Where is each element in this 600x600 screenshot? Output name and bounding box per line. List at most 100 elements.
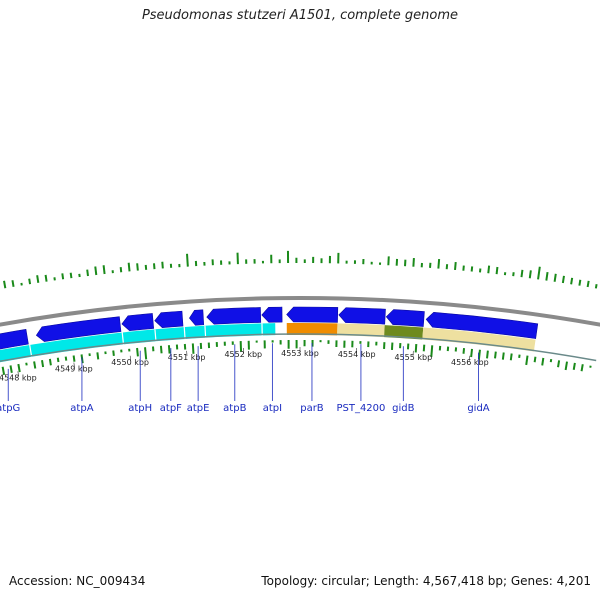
gc-tick [61, 273, 65, 280]
gc-tick [64, 356, 68, 361]
gc-tick [136, 263, 139, 271]
gene-label-atpE[interactable]: atpE [187, 403, 210, 414]
gc-tick [159, 345, 163, 354]
feature-edge [0, 333, 597, 363]
gene-label-PST_4200[interactable]: PST_4200 [336, 403, 385, 414]
feature-track [0, 323, 597, 363]
feature-separator [204, 325, 207, 338]
gene-label-atpH[interactable]: atpH [128, 403, 152, 414]
axis-tick-label: 4551 kbp [168, 353, 206, 362]
gc-tick [86, 269, 89, 277]
gc-tick [494, 351, 497, 359]
axis-tick-label: 4553 kbp [281, 349, 319, 358]
gc-tick [501, 352, 505, 360]
gene-arrow-atpH[interactable] [121, 313, 155, 331]
gene-labels: atpG atpA atpH atpF atpE atpB atpI parB PST_4200… [0, 343, 490, 414]
gc-tick [422, 344, 426, 352]
axis-tick-label: 4549 kbp [55, 365, 93, 374]
gene-arrow-gidB[interactable] [385, 309, 425, 327]
axis-tick-label: 4555 kbp [394, 353, 432, 362]
gene-label-atpI[interactable]: atpI [263, 403, 282, 414]
gc-tick [44, 274, 48, 282]
gc-tick [462, 348, 466, 354]
gc-tick [572, 362, 576, 370]
gene-arrow-atpG[interactable] [0, 328, 29, 351]
gene-label-atpG[interactable]: atpG [0, 403, 20, 414]
axis-tick [129, 355, 131, 361]
gc-tick [486, 350, 489, 359]
gc-tick [17, 363, 21, 373]
gc-tick [454, 262, 457, 271]
gc-tick [28, 278, 32, 285]
gc-tick [580, 364, 584, 372]
feature-separator [121, 332, 125, 345]
genome-title: Pseudomonas stutzeri A1501, complete gen… [141, 8, 459, 23]
gc-tick [96, 352, 100, 360]
gc-tick [9, 365, 13, 374]
gene-arrow-atpB[interactable] [206, 307, 262, 325]
gc-tick [541, 357, 545, 366]
axis-tick-label: 4556 kbp [451, 358, 489, 367]
gc-tick [509, 353, 513, 361]
gc-tick [48, 358, 52, 366]
gene-label-gidB[interactable]: gidB [392, 403, 414, 414]
axis-tick [469, 355, 471, 361]
cds-feature-band [0, 323, 276, 363]
gc-tick [127, 262, 131, 272]
gc-tick [437, 258, 441, 269]
gene-label-parB[interactable]: parB [300, 403, 324, 414]
gc-tick [1, 366, 6, 376]
gc-tick [33, 361, 37, 369]
gc-tick [94, 266, 98, 276]
gc-tick [144, 347, 148, 360]
gene-arrow-PST_4200[interactable] [338, 307, 386, 325]
inner-gc-ticks [1, 340, 592, 376]
gc-tick [553, 273, 557, 282]
gc-tick [533, 356, 537, 363]
gene-arrow-atpA[interactable] [35, 316, 122, 342]
feature-segment-khaki [337, 323, 385, 338]
feature-separator [183, 326, 186, 340]
gene-arrow-gidA[interactable] [425, 311, 539, 339]
axis-tick-label: 4554 kbp [338, 350, 376, 359]
gene-arrow-atpI[interactable] [261, 306, 283, 323]
gc-tick [470, 348, 473, 358]
backbone-arc [0, 296, 600, 327]
gc-tick [119, 267, 123, 273]
feature-segment-orange [286, 323, 338, 336]
gene-track [0, 306, 539, 351]
gc-tick [525, 355, 529, 366]
position-axis: 4548 kbp 4549 kbp 4550 kbp 4551 kbp 4552 kbp… [0, 347, 489, 382]
gene-label-atpF[interactable]: atpF [160, 403, 182, 414]
gc-tick [545, 272, 549, 281]
gc-tick [487, 265, 491, 274]
gc-tick [594, 284, 598, 289]
gene-arrow-atpF[interactable] [154, 310, 184, 328]
gc-tick [470, 266, 474, 272]
gc-tick [191, 343, 195, 354]
axis-tick-label: 4552 kbp [224, 350, 262, 359]
gc-tick [557, 360, 561, 368]
gene-label-atpA[interactable]: atpA [70, 403, 93, 414]
gc-tick [161, 261, 164, 269]
gc-tick [3, 280, 7, 289]
gc-tick [112, 350, 115, 357]
axis-tick [73, 362, 75, 368]
gene-arrow-parB[interactable] [286, 306, 339, 323]
gc-tick [537, 266, 541, 280]
gene-label-gidA[interactable]: gidA [467, 403, 489, 414]
axis-tick-label: 4548 kbp [0, 373, 37, 382]
gene-label-atpB[interactable]: atpB [223, 403, 246, 414]
axis-tick [17, 371, 19, 377]
gc-tick [495, 266, 499, 275]
axis-tick-label: 4550 kbp [111, 358, 149, 367]
gc-tick [477, 349, 481, 360]
gc-tick [41, 360, 45, 368]
gene-arrow-atpE[interactable] [189, 309, 205, 326]
feature-segment-khaki [422, 327, 536, 352]
gc-tick [412, 257, 415, 267]
genome-backbone [0, 296, 600, 327]
genome-summary-text: Topology: circular; Length: 4,567,418 bp… [261, 574, 591, 588]
gc-tick [56, 357, 60, 363]
accession-text: Accession: NC_009434 [9, 574, 146, 588]
